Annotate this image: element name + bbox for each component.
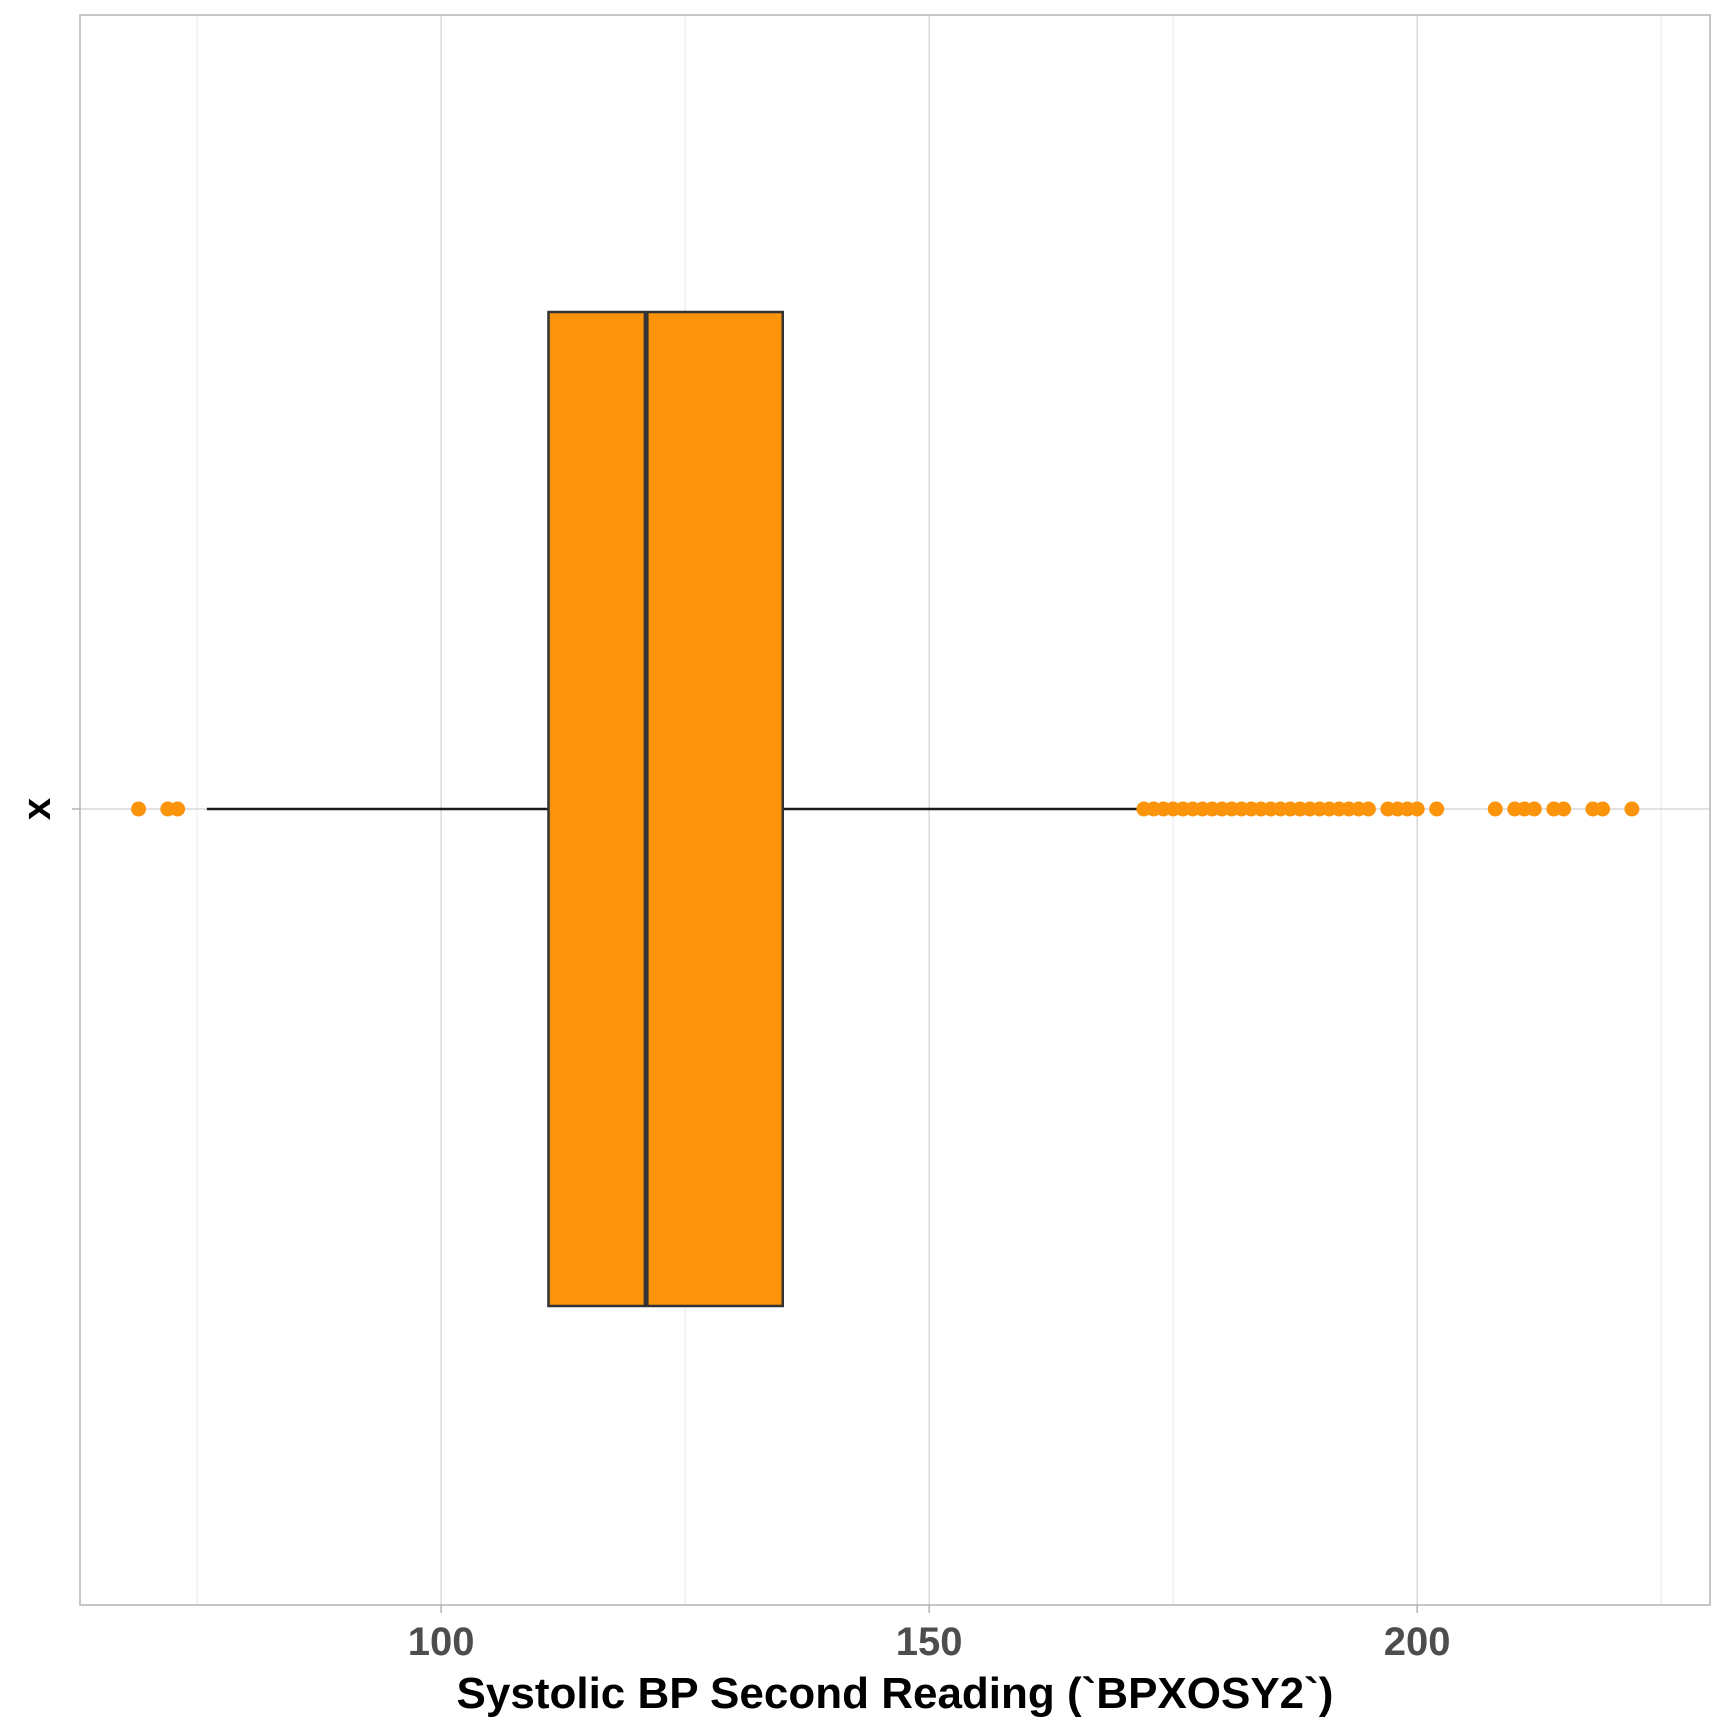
panel-border	[79, 14, 1711, 1606]
outlier-point	[1429, 801, 1445, 817]
label-layer: 100 150 200 x	[15, 798, 1451, 1664]
outlier-point	[1624, 801, 1640, 817]
outlier-point	[1526, 801, 1542, 817]
outlier-point	[1360, 801, 1376, 817]
x-tick-label: 200	[1384, 1620, 1451, 1664]
outlier-point	[1409, 801, 1425, 817]
x-tick-label: 150	[896, 1620, 963, 1664]
outlier-point	[170, 801, 186, 817]
iqr-box	[547, 310, 785, 1308]
mark-layer	[131, 310, 1640, 1308]
x-axis-title: Systolic BP Second Reading (`BPXOSY2`)	[457, 1669, 1334, 1718]
outlier-point	[1556, 801, 1572, 817]
outlier-point	[1595, 801, 1611, 817]
y-category-label: x	[15, 798, 59, 820]
outlier-point	[1487, 801, 1503, 817]
outlier-point	[131, 801, 147, 817]
x-tick-label: 100	[408, 1620, 475, 1664]
